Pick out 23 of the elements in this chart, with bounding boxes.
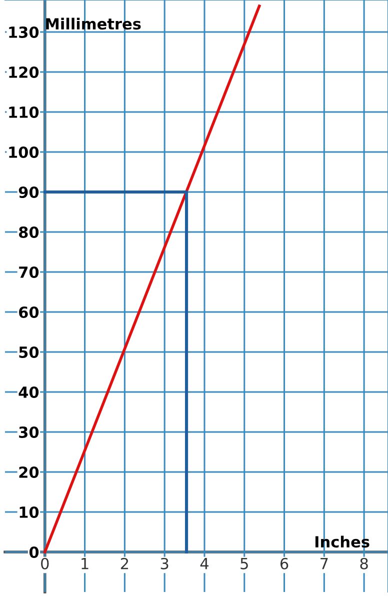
y-tick-label: 120	[9, 66, 39, 78]
y-tick-label: 0	[29, 546, 39, 558]
x-tick-label: 5	[240, 558, 248, 570]
y-tick-label: 90	[18, 186, 39, 198]
y-tick-label: 100	[9, 146, 39, 158]
x-tick-label: 7	[320, 558, 328, 570]
x-tick-label: 1	[82, 558, 88, 570]
x-tick-label: 0	[41, 558, 49, 570]
y-tick-label: 50	[19, 346, 39, 358]
x-tick-label: 4	[200, 558, 208, 570]
y-tick-label: 10	[20, 506, 39, 518]
y-tick-label: 110	[9, 106, 39, 118]
x-tick-label: 3	[160, 558, 168, 570]
y-tick-label: 60	[19, 306, 39, 318]
y-tick-label: 70	[19, 266, 39, 278]
y-tick-label: 30	[19, 426, 39, 438]
y-tick-label: 80	[19, 226, 39, 238]
y-tick-label: 40	[18, 386, 39, 398]
x-tick-label: 8	[360, 558, 368, 570]
x-tick-label: 2	[120, 558, 128, 570]
y-tick-label: 20	[19, 466, 39, 478]
x-tick-label: 6	[280, 558, 288, 570]
y-tick-label: 130	[9, 26, 39, 38]
